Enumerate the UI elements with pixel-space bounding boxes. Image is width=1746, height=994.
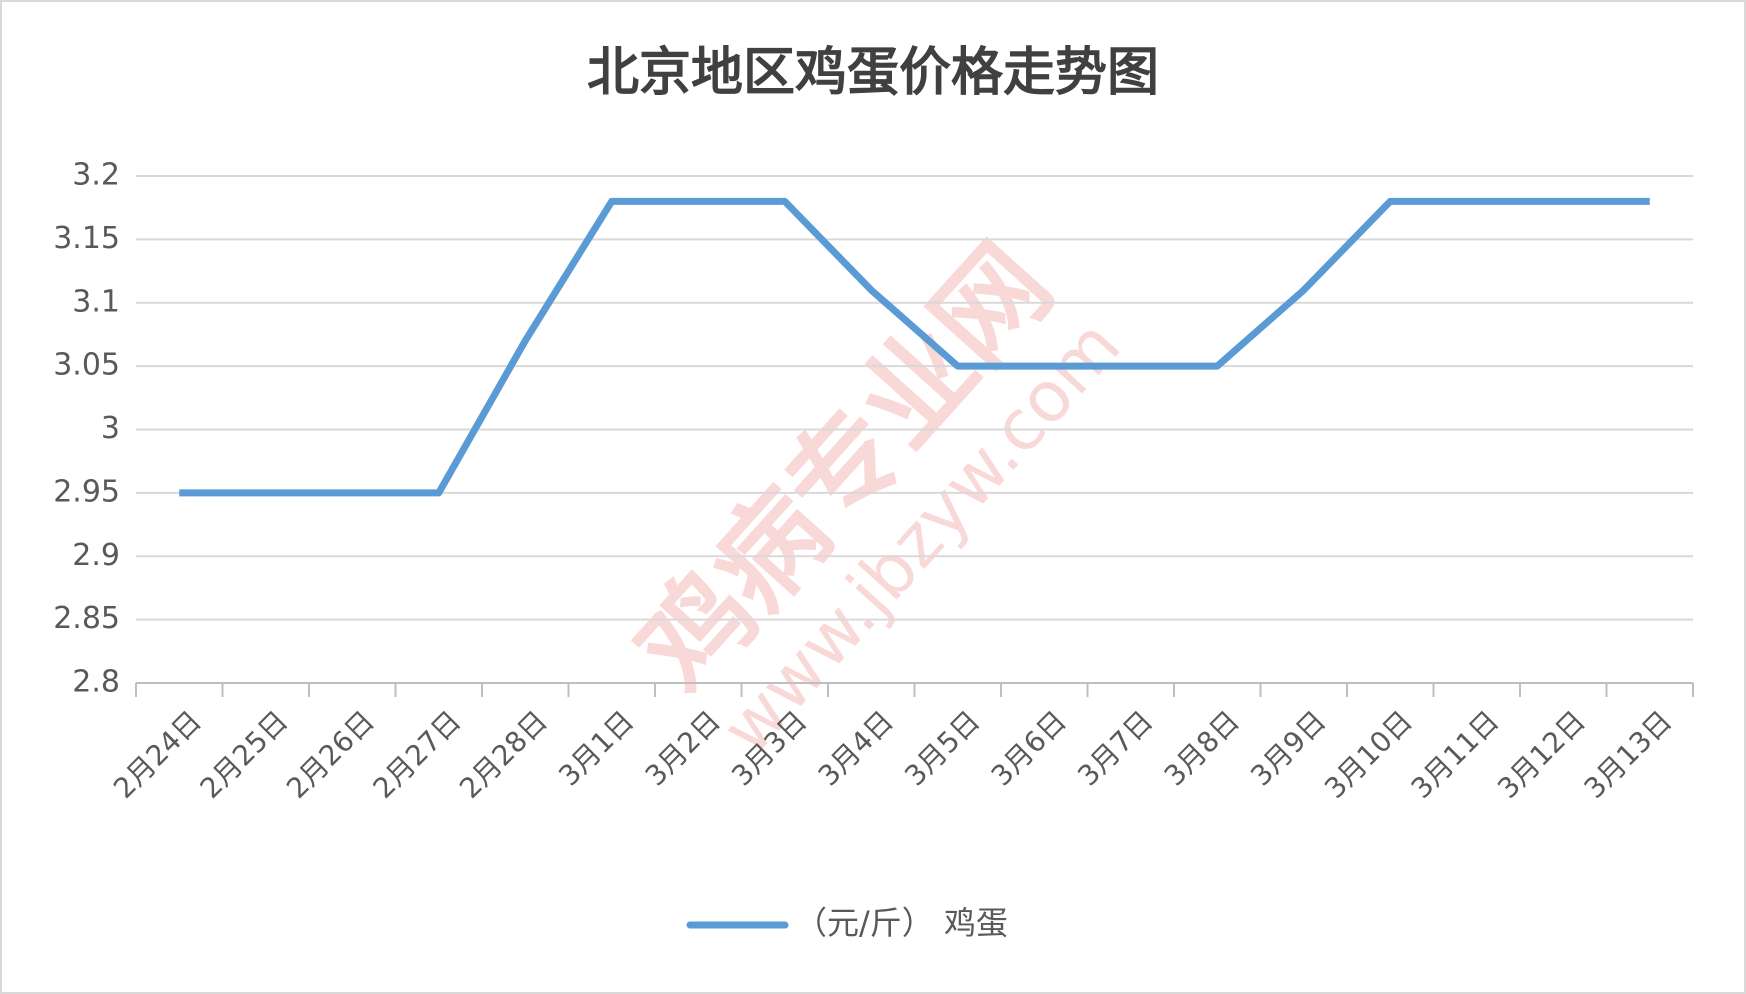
y-tick-label: 2.9 bbox=[72, 538, 120, 573]
chart-title: 北京地区鸡蛋价格走势图 bbox=[587, 43, 1159, 103]
y-tick-label: 3.2 bbox=[72, 158, 120, 193]
line-series bbox=[179, 197, 1650, 497]
y-tick-label: 2.95 bbox=[53, 474, 120, 509]
y-tick-label: 2.8 bbox=[72, 665, 120, 700]
y-tick-label: 3 bbox=[101, 411, 120, 446]
y-tick-label: 2.85 bbox=[53, 601, 120, 636]
legend-label: （元/斤） 鸡蛋 bbox=[795, 904, 1008, 942]
y-tick-label: 3.05 bbox=[53, 348, 120, 383]
y-tick-label: 3.1 bbox=[72, 284, 120, 319]
y-tick-label: 3.15 bbox=[53, 221, 120, 256]
